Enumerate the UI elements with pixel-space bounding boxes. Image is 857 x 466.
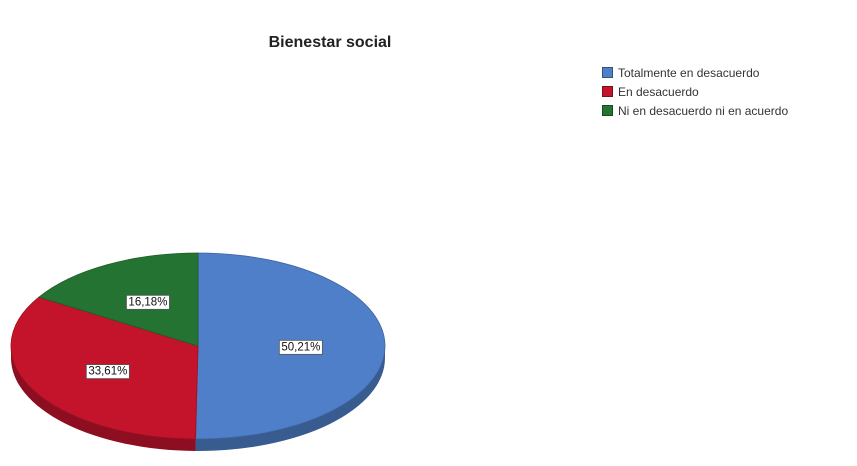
legend-item-ni-en-desacuerdo-ni-en-acuerdo: Ni en desacuerdo ni en acuerdo (602, 101, 788, 120)
chart-title: Bienestar social (268, 34, 392, 51)
legend-item-en-desacuerdo: En desacuerdo (602, 82, 788, 101)
pie-slice-ni-en-desacuerdo-ni-en-acuerdo (38, 252, 199, 347)
legend-label: En desacuerdo (618, 84, 699, 99)
legend-label: Totalmente en desacuerdo (618, 65, 760, 80)
legend-item-totalmente-en-desacuerdo: Totalmente en desacuerdo (602, 63, 788, 82)
legend-swatch (602, 86, 613, 97)
data-label-text: 16,18% (128, 296, 167, 308)
data-label-text: 50,21% (281, 341, 320, 353)
data-label-totalmente-en-desacuerdo: 50,21% (278, 339, 323, 355)
data-label-ni-en-desacuerdo-ni-en-acuerdo: 16,18% (126, 294, 170, 310)
pie-slice-side-en-desacuerdo (11, 346, 196, 451)
data-label-box (126, 294, 170, 310)
data-label-en-desacuerdo: 33,61% (85, 364, 130, 379)
data-label-box (278, 339, 323, 355)
pie-slice-side-totalmente-en-desacuerdo (195, 346, 385, 452)
legend-label: Ni en desacuerdo ni en acuerdo (618, 103, 789, 118)
legend: Totalmente en desacuerdo En desacuerdo Ni … (602, 63, 788, 120)
legend-swatch (602, 105, 613, 116)
data-label-text: 33,61% (88, 366, 127, 378)
data-label-box (85, 364, 130, 379)
legend-swatch (602, 67, 613, 78)
